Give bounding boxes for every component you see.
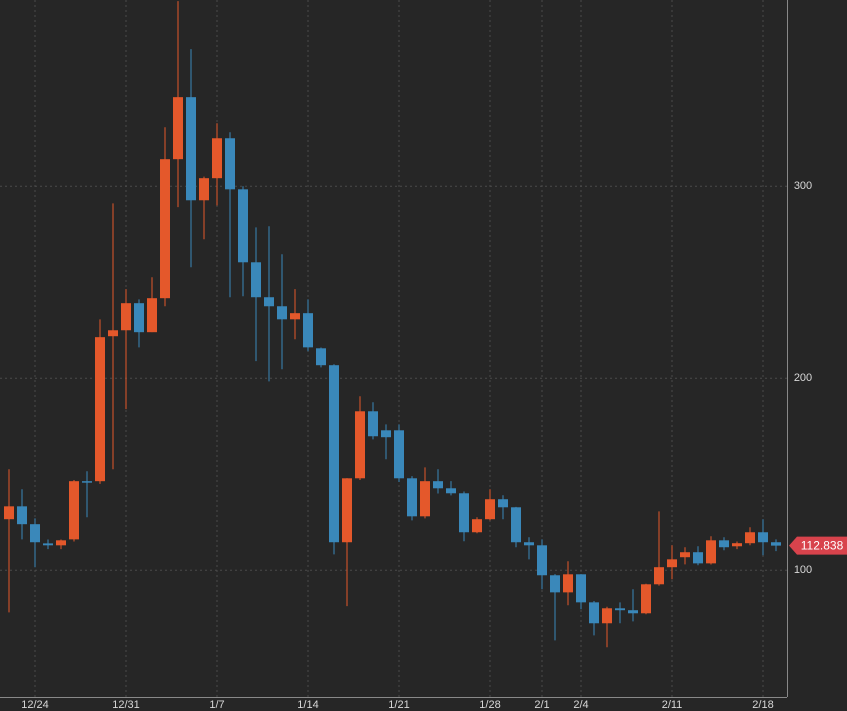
candle-body	[758, 532, 768, 543]
candle-body	[472, 519, 482, 533]
candle-body	[160, 159, 170, 299]
candle-body	[290, 313, 300, 320]
candle-body	[212, 138, 222, 179]
candle-body	[30, 524, 40, 543]
candle-body	[407, 478, 417, 517]
candle-body	[108, 330, 118, 337]
candle-body	[251, 262, 261, 298]
candle-body	[17, 506, 27, 525]
candle-body	[615, 608, 625, 611]
candle-body	[771, 542, 781, 546]
candle-body	[381, 430, 391, 438]
candle-body	[277, 306, 287, 320]
candle-body	[719, 540, 729, 548]
candle-body	[667, 559, 677, 568]
candle-body	[550, 575, 560, 593]
x-tick-label: 2/1	[534, 699, 549, 711]
candle-body	[121, 303, 131, 331]
candle-body	[420, 481, 430, 517]
candle-body	[433, 481, 443, 489]
candle-body	[602, 608, 612, 624]
candle-body	[368, 411, 378, 437]
candle-body	[186, 97, 196, 201]
candle-body	[69, 481, 79, 540]
candle-body	[654, 567, 664, 585]
candle-body	[511, 507, 521, 543]
candle-body	[680, 552, 690, 558]
x-tick-label: 2/11	[662, 699, 683, 711]
x-tick-label: 12/31	[112, 699, 140, 711]
candle-body	[563, 574, 573, 593]
candle-body	[82, 481, 92, 483]
y-tick-label: 200	[794, 372, 812, 384]
candle-body	[641, 584, 651, 614]
candle-body	[459, 493, 469, 533]
candle-body	[225, 138, 235, 190]
candle-body	[173, 97, 183, 160]
candle-body	[4, 506, 14, 520]
candle-body	[303, 313, 313, 348]
candle-body	[732, 543, 742, 547]
last-price-marker	[789, 536, 847, 555]
candle-body	[355, 411, 365, 479]
x-tick-label: 1/28	[479, 699, 500, 711]
x-tick-label: 1/14	[297, 699, 318, 711]
candle-body	[524, 542, 534, 546]
candle-body	[329, 365, 339, 543]
candle-body	[394, 430, 404, 479]
candle-body	[589, 602, 599, 624]
candle-body	[706, 540, 716, 564]
y-tick-label: 100	[794, 564, 812, 576]
candle-body	[147, 298, 157, 333]
candle-body	[576, 574, 586, 603]
x-tick-label: 12/24	[21, 699, 49, 711]
candle-body	[264, 297, 274, 307]
candle-body	[628, 610, 638, 614]
candle-body	[745, 532, 755, 544]
candle-body	[537, 545, 547, 576]
candle-body	[485, 499, 495, 520]
candle-body	[238, 189, 248, 263]
candle-body	[498, 499, 508, 508]
candle-body	[693, 552, 703, 564]
candle-body	[199, 178, 209, 201]
candle-body	[342, 478, 352, 543]
y-tick-label: 300	[794, 180, 812, 192]
candle-body	[446, 488, 456, 494]
candle-body	[316, 348, 326, 366]
x-tick-label: 2/4	[573, 699, 588, 711]
candle-body	[56, 540, 66, 546]
candle-body	[134, 303, 144, 333]
candle-body	[43, 543, 53, 546]
last-price-label: 112.838	[801, 538, 844, 552]
x-tick-label: 2/18	[752, 699, 773, 711]
x-tick-label: 1/7	[209, 699, 224, 711]
x-tick-label: 1/21	[388, 699, 409, 711]
candle-body	[95, 337, 105, 482]
